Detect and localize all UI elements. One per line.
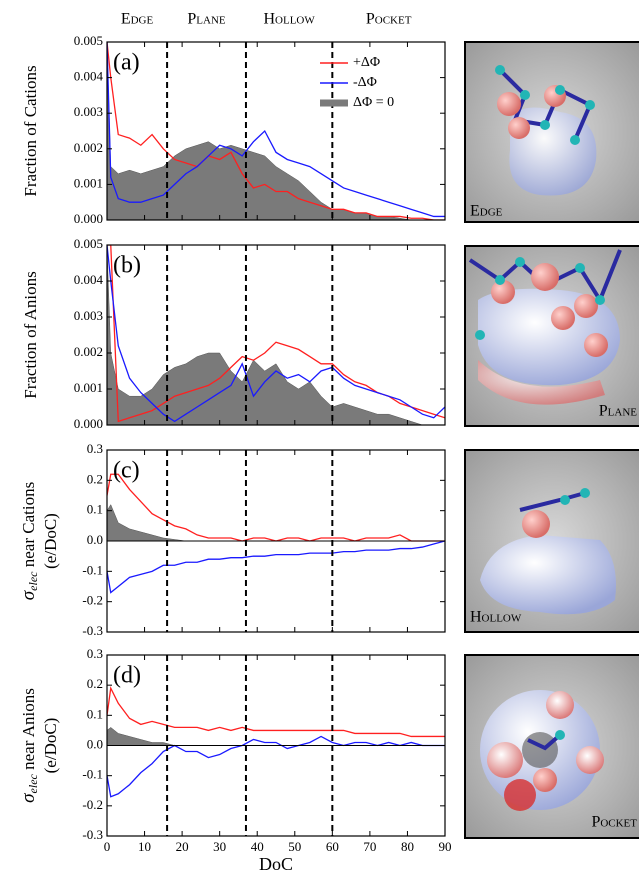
x-tick-label: 0 (104, 839, 111, 854)
y-tick-label: 0.001 (74, 380, 103, 395)
panel-label: (b) (113, 253, 141, 279)
y-tick-label: 0.005 (74, 33, 103, 48)
plot-frame (106, 41, 446, 221)
pocket-image (464, 654, 639, 839)
panel: -0.3 -0.2 -0.1 0.0 0.1 0.2 0.3 (c) σelec near Ca… (18, 441, 446, 638)
y-label-text: near Anions (19, 688, 38, 774)
y-tick-label: -0.2 (82, 593, 103, 608)
panel: -0.3 -0.2 -0.1 0.0 0.1 0.2 0.3 0 10 20 30 40 50 60 70 8… (18, 646, 451, 874)
plot-area (107, 686, 445, 798)
plot-area (107, 245, 445, 425)
line (107, 42, 445, 218)
region-label: Plane (187, 11, 226, 28)
line (107, 735, 445, 798)
y-axis-units: (e/DoC) (41, 513, 60, 569)
area (107, 245, 445, 425)
y-tick-label: 0.002 (74, 344, 103, 359)
y-label-symbol: σ (18, 793, 39, 803)
plot-area (107, 42, 445, 220)
x-tick-label: 30 (213, 839, 226, 854)
y-tick-label: 0.1 (87, 502, 103, 517)
y-axis-label: σelec near Anions (18, 688, 39, 803)
x-tick-label: 10 (138, 839, 151, 854)
x-tick-label: 90 (439, 839, 452, 854)
panel-label: (d) (113, 663, 141, 689)
panel: 0.000 0.001 0.002 0.003 0.004 0.005 (a) Fractio… (21, 33, 446, 226)
y-tick-label: 0.003 (74, 308, 103, 323)
x-axis-label: DoC (259, 854, 293, 874)
edge-image (464, 41, 639, 223)
y-tick-label: 0.004 (74, 272, 104, 287)
y-axis-label: Fraction of Cations (21, 65, 40, 196)
panel: 0.000 0.001 0.002 0.003 0.004 0.005 (b) Fractio… (21, 236, 446, 431)
area (107, 42, 445, 220)
y-tick-label: -0.3 (82, 827, 103, 842)
y-tick-label: 0.003 (74, 104, 103, 119)
y-tick-label: 0.0 (87, 736, 103, 751)
y-tick-label: -0.2 (82, 797, 103, 812)
x-tick-label: 20 (176, 839, 189, 854)
y-tick-label: 0.1 (87, 706, 103, 721)
image-label: Hollow (470, 609, 522, 626)
image-label: Plane (599, 403, 638, 420)
x-tick-label: 70 (363, 839, 376, 854)
line (107, 686, 445, 738)
legend-label: +ΔΦ (353, 55, 380, 70)
panel-label: (c) (113, 458, 140, 484)
y-tick-label: -0.1 (82, 767, 103, 782)
legend-label: ΔΦ = 0 (353, 95, 394, 110)
y-label-text: near Cations (19, 482, 38, 572)
x-tick-label: 50 (288, 839, 301, 854)
plot-frame (106, 244, 446, 426)
panel-label: (a) (113, 50, 140, 76)
x-tick-label: 80 (401, 839, 414, 854)
image-label: Edge (470, 203, 503, 220)
area (107, 504, 445, 542)
image-label: Pocket (591, 814, 637, 831)
plot-area (107, 473, 445, 594)
y-axis-units: (e/DoC) (41, 718, 60, 774)
y-axis-label: σelec near Cations (18, 482, 39, 600)
y-tick-label: 0.2 (87, 676, 103, 691)
y-tick-label: 0.3 (87, 646, 103, 661)
region-label: Edge (121, 11, 154, 28)
region-label: Pocket (366, 11, 412, 28)
y-tick-label: 0.2 (87, 471, 103, 486)
line (107, 42, 445, 220)
y-tick-label: 0.002 (74, 140, 103, 155)
y-label-subscript: elec (26, 571, 40, 591)
y-label-symbol: σ (18, 590, 39, 600)
legend-label: -ΔΦ (353, 75, 377, 90)
y-tick-label: -0.3 (82, 623, 103, 638)
y-tick-label: 0.3 (87, 441, 103, 456)
y-axis-label: Fraction of Anions (21, 271, 40, 399)
region-label: Hollow (264, 11, 316, 28)
molecule-images: Edge Plane Hollow Pocket (464, 41, 639, 839)
line (107, 245, 445, 423)
y-tick-label: 0.000 (74, 211, 103, 226)
y-tick-label: 0.005 (74, 236, 103, 251)
y-tick-label: 0.001 (74, 175, 103, 190)
y-tick-label: 0.004 (74, 69, 104, 84)
x-tick-label: 40 (251, 839, 264, 854)
line (107, 473, 445, 542)
x-tick-label: 60 (326, 839, 339, 854)
hollow-image (464, 449, 639, 633)
y-tick-label: 0.000 (74, 416, 103, 431)
y-tick-label: -0.1 (82, 562, 103, 577)
y-tick-label: 0.0 (87, 532, 103, 547)
plane-image (464, 245, 639, 427)
y-label-subscript: elec (26, 773, 40, 793)
line (107, 540, 445, 594)
